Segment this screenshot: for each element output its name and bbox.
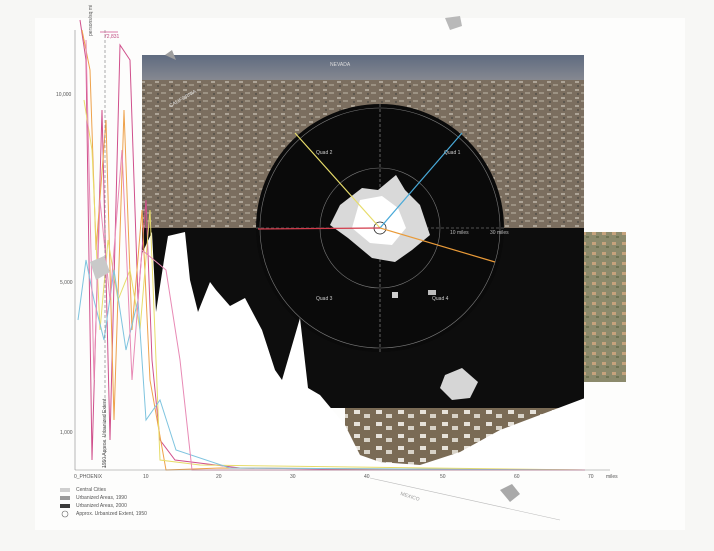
map-fragment [90,256,110,280]
vertical-caption: 1950 Approx. Urbanized Extent [102,398,108,468]
legend-label-1950: Approx. Urbanized Extent, 1950 [76,511,147,517]
ray-quad-4 [379,227,496,263]
x-tick: 70 [588,474,594,480]
nevada-label: NEVADA [330,62,351,68]
ray-quad-3 [257,227,381,230]
x-tick: 40 [364,474,370,480]
vertical-marker-label: 72,831 [104,34,120,40]
y-tick-5000: 5,000 [60,280,73,286]
radar-ring-30mi [259,107,501,349]
map-fragment [165,50,176,60]
y-tick-10000: 10,000 [56,92,72,98]
y-tick-1000: 1,000 [60,430,73,436]
x-axis-unit: miles [606,474,618,480]
quad-4-label: Quad 4 [432,296,449,302]
x-tick: 30 [290,474,296,480]
x-origin-label: 0_PHOENIX [74,474,103,480]
x-tick: 50 [440,474,446,480]
map-fragment [500,484,520,502]
aerial-photo-suburbs [142,55,584,228]
legend-swatch-central-cities [60,488,70,492]
legend-swatch-1990 [60,496,70,500]
urban-fragment [428,290,436,295]
legend-label-1990: Urbanized Areas, 1990 [76,495,127,501]
ray-quad-2 [294,132,381,229]
border-line [369,477,561,521]
quad-1-label: Quad 1 [444,150,461,156]
x-tick: 10 [143,474,149,480]
radar-ring-label-30: 30 miles [490,230,509,236]
map-fragment [445,16,462,30]
legend-label-2000: Urbanized Areas, 2000 [76,503,127,509]
phoenix-central-city [352,196,406,245]
density-line-cyan [77,259,586,471]
quad-2-label: Quad 2 [316,150,333,156]
urban-fragment [392,292,398,298]
x-tick: 60 [514,474,520,480]
y-axis-label: persons/sq mi [88,4,94,36]
legend-swatch-2000 [60,504,70,508]
legend-swatch-1950 [61,510,69,518]
radar-ring-label-10: 10 miles [450,230,469,236]
density-silhouette [140,232,585,470]
radar-diagram [256,104,504,400]
aerial-photo-desert-strip [584,232,626,382]
satellite-urban-patch [440,368,478,400]
legend-label-central-cities: Central Cities [76,487,107,493]
ray-quad-1 [379,132,463,229]
x-tick: 20 [216,474,222,480]
quad-3-label: Quad 3 [316,296,333,302]
